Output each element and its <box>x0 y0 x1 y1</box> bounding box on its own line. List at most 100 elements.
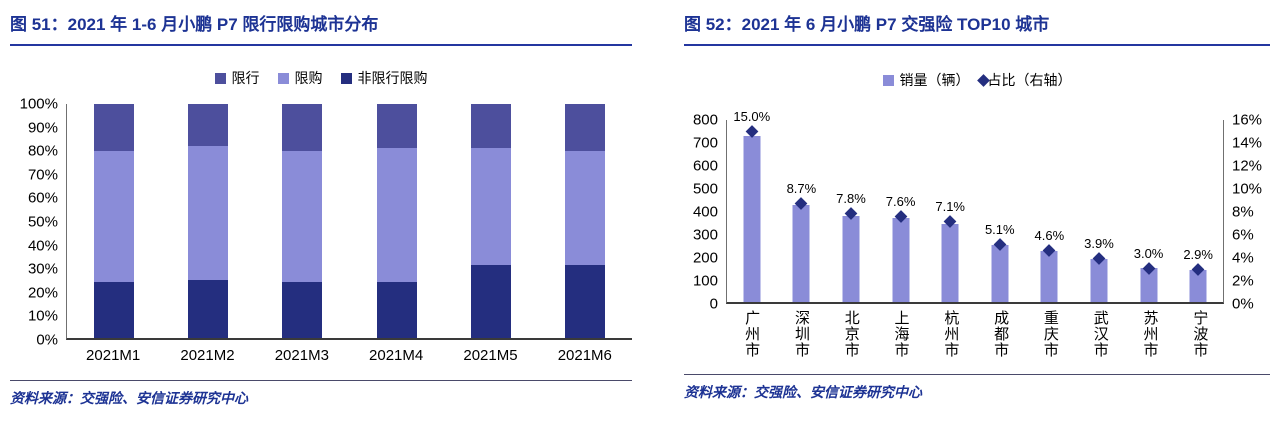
x-tick-cell: 苏州市 <box>1124 310 1174 358</box>
bar-cell <box>255 104 349 338</box>
y-tick-label: 14% <box>1232 134 1263 152</box>
data-label: 4.6% <box>1034 227 1065 243</box>
bar-cell: 7.6% <box>876 120 926 302</box>
bar-segment <box>282 104 323 151</box>
y-tick-label: 90% <box>27 119 58 137</box>
stacked-bar <box>470 104 511 338</box>
legend-item: 限行 <box>214 68 260 88</box>
y-tick-label: 40% <box>27 237 58 255</box>
left-chart-panel: 图 51：2021 年 1-6 月小鹏 P7 限行限购城市分布 限行 限购 非限行限… <box>10 10 632 408</box>
bar-segment <box>94 150 135 282</box>
legend-item: 占比（右轴） <box>977 70 1072 90</box>
bar-cell <box>161 104 255 338</box>
right-chart-right-y-axis: 0% 2% 4% 6% 8% 10% 12% 14% 16% <box>1224 112 1270 313</box>
bar-cell: 5.1% <box>975 120 1025 302</box>
y-tick-label: 8% <box>1232 203 1254 221</box>
y-tick-label: 2% <box>1232 272 1254 290</box>
left-chart-title: 图 51：2021 年 1-6 月小鹏 P7 限行限购城市分布 <box>10 10 632 46</box>
left-chart-source: 资料来源：交强险、安信证券研究中心 <box>10 380 632 408</box>
x-tick-label: 2021M2 <box>180 347 235 364</box>
bar-segment <box>564 104 605 151</box>
y-tick-label: 50% <box>27 213 58 231</box>
y-tick-label: 20% <box>27 284 58 302</box>
bar-segment <box>376 281 417 338</box>
y-tick-label: 600 <box>692 157 718 175</box>
sales-bar <box>941 223 959 302</box>
y-tick-label: 60% <box>27 189 58 207</box>
y-tick-label: 70% <box>27 166 58 184</box>
sales-bar <box>991 245 1009 302</box>
data-label: 3.0% <box>1133 245 1164 261</box>
legend-label: 限购 <box>294 70 323 86</box>
square-swatch-icon <box>340 72 352 84</box>
bar-segment <box>188 146 229 280</box>
right-chart-panel: 图 52：2021 年 6 月小鹏 P7 交强险 TOP10 城市 销量（辆） 占… <box>684 10 1270 402</box>
square-swatch-icon <box>882 74 894 86</box>
x-tick-cell: 上海市 <box>875 310 925 358</box>
right-chart-plot-area: 0 100 200 300 400 500 600 700 800 15.0% 8.7% 7.8% 7… <box>684 109 1270 313</box>
bar-segment <box>282 150 323 282</box>
legend-item: 限购 <box>277 68 323 88</box>
y-tick-label: 100% <box>19 95 58 113</box>
x-tick-label: 2021M3 <box>274 347 329 364</box>
legend-label: 占比（右轴） <box>987 72 1072 88</box>
right-chart-left-y-axis: 0 100 200 300 400 500 600 700 800 <box>684 112 726 313</box>
left-chart-plot <box>66 104 632 340</box>
bar-segment <box>564 150 605 266</box>
bar-cell: 8.7% <box>777 120 827 302</box>
x-tick-label: 重庆市 <box>1041 310 1059 358</box>
sales-bar <box>892 217 910 302</box>
bar-segment <box>376 104 417 149</box>
bar-segment <box>470 104 511 149</box>
sales-bar <box>792 205 810 302</box>
x-tick-label: 2021M1 <box>86 347 141 364</box>
legend-label: 销量（辆） <box>899 72 970 88</box>
y-tick-label: 6% <box>1232 226 1254 244</box>
x-tick-label: 广州市 <box>743 310 761 358</box>
bar-segment <box>282 281 323 338</box>
bar-segment <box>94 104 135 151</box>
sales-bar <box>743 135 761 302</box>
stacked-bar <box>282 104 323 338</box>
sales-bar <box>1090 258 1108 302</box>
bar-cell: 7.8% <box>826 120 876 302</box>
bar-cell: 4.6% <box>1025 120 1075 302</box>
sales-bar <box>1189 269 1207 302</box>
bar-cell: 15.0% <box>727 109 777 302</box>
left-chart-legend: 限行 限购 非限行限购 <box>10 68 632 88</box>
legend-label: 非限行限购 <box>357 70 428 86</box>
data-label: 7.8% <box>836 191 866 207</box>
data-label: 7.1% <box>935 199 965 215</box>
x-tick-cell: 成都市 <box>975 310 1025 358</box>
stacked-bar <box>564 104 605 338</box>
y-tick-label: 30% <box>27 260 58 278</box>
y-tick-label: 400 <box>692 203 718 221</box>
data-label: 3.9% <box>1084 235 1114 251</box>
y-tick-label: 300 <box>692 226 718 244</box>
stacked-bar <box>376 104 417 338</box>
left-chart-plot-area: 0% 10% 20% 30% 40% 50% 60% 70% 80% 90% 100% <box>10 96 632 349</box>
x-tick-cell: 深圳市 <box>776 310 826 358</box>
bar-segment <box>188 104 229 147</box>
bar-segment <box>94 281 135 338</box>
y-tick-label: 80% <box>27 142 58 160</box>
x-tick-cell: 重庆市 <box>1025 310 1075 358</box>
x-tick-label: 成都市 <box>992 310 1010 358</box>
square-swatch-icon <box>214 72 226 84</box>
x-tick-label: 2021M6 <box>557 347 612 364</box>
x-tick-cell: 武汉市 <box>1075 310 1125 358</box>
data-label: 15.0% <box>733 109 771 125</box>
y-tick-label: 10% <box>27 307 58 325</box>
square-swatch-icon <box>277 72 289 84</box>
right-chart-legend: 销量（辆） 占比（右轴） <box>684 70 1270 90</box>
bar-cell: 3.0% <box>1124 120 1174 302</box>
y-tick-label: 12% <box>1232 157 1263 175</box>
right-chart-title: 图 52：2021 年 6 月小鹏 P7 交强险 TOP10 城市 <box>684 10 1270 46</box>
x-tick-label: 深圳市 <box>792 310 810 358</box>
y-tick-label: 500 <box>692 180 718 198</box>
y-tick-label: 800 <box>692 111 718 129</box>
left-chart-y-axis: 0% 10% 20% 30% 40% 50% 60% 70% 80% 90% 100% <box>10 96 66 349</box>
bar-segment <box>376 148 417 282</box>
data-label: 7.6% <box>885 193 916 209</box>
legend-label: 限行 <box>231 70 260 86</box>
